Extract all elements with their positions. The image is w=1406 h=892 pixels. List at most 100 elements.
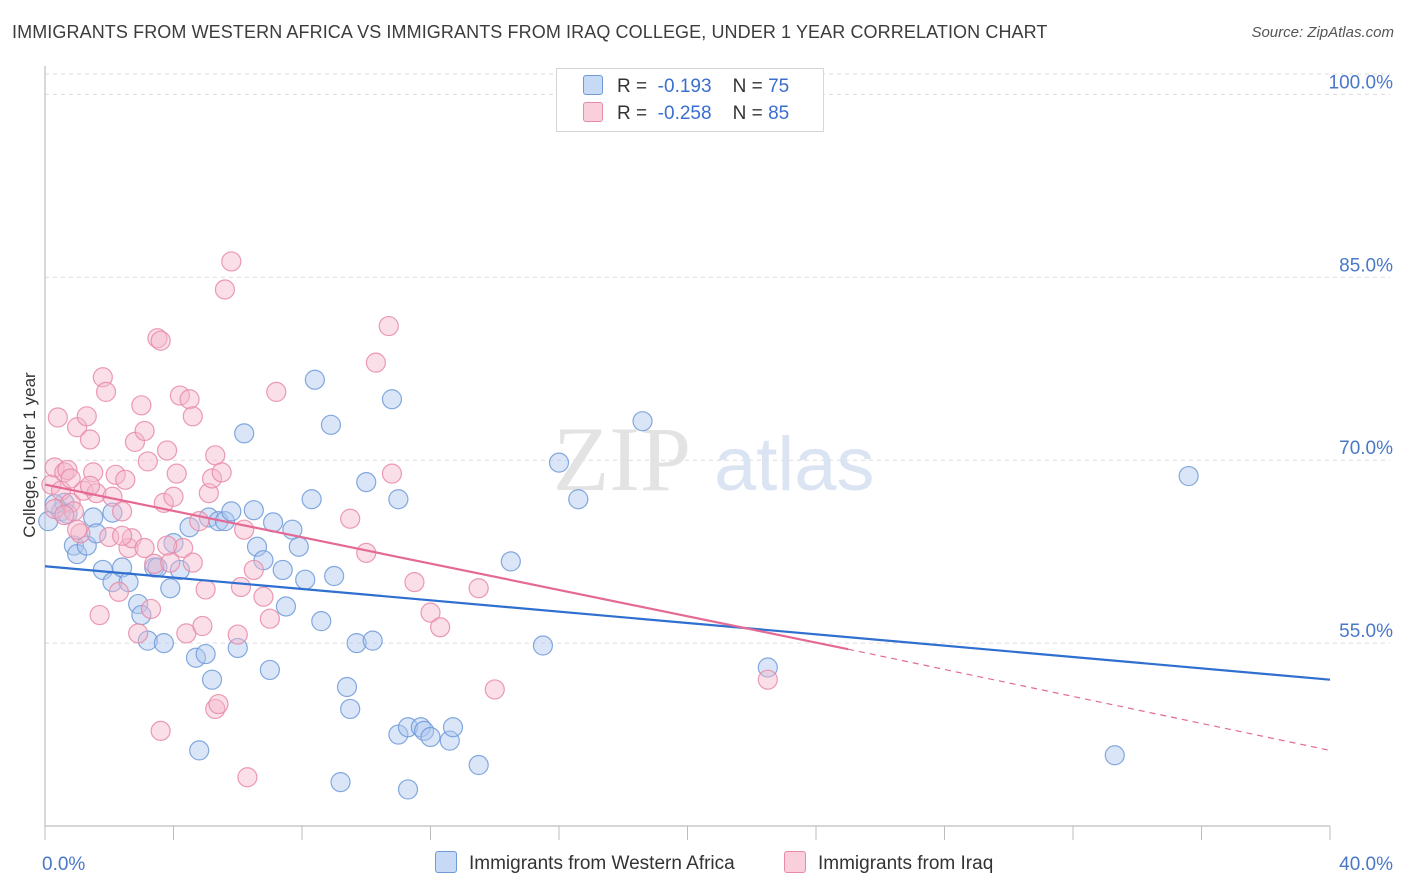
grid-lines	[45, 73, 1390, 644]
point-iraq	[105, 464, 126, 485]
point-western-africa	[1178, 465, 1199, 487]
point-western-africa	[324, 565, 345, 587]
point-iraq	[137, 451, 158, 472]
legend-swatch-pink	[583, 102, 603, 122]
bottom-legend-swatch-blue	[435, 851, 457, 873]
point-iraq	[41, 474, 62, 495]
point-western-africa	[413, 720, 435, 741]
point-iraq	[182, 552, 203, 573]
point-western-africa	[246, 536, 268, 557]
point-western-africa	[160, 578, 181, 599]
y-tick-label: 100.0%	[1329, 72, 1394, 93]
point-iraq	[54, 504, 75, 526]
point-western-africa	[83, 507, 104, 528]
point-western-africa	[189, 740, 210, 761]
legend-swatch-blue	[583, 75, 603, 95]
x-tick-label: 0.0%	[42, 854, 85, 875]
axes	[44, 66, 1331, 840]
point-iraq	[150, 330, 171, 351]
point-western-africa	[288, 536, 309, 557]
legend-r-label: R =	[617, 76, 648, 97]
point-iraq	[128, 623, 149, 644]
point-iraq	[378, 315, 399, 337]
point-western-africa	[243, 500, 264, 521]
point-iraq	[243, 559, 264, 581]
point-iraq	[420, 602, 441, 623]
point-iraq	[47, 407, 68, 428]
chart-title: IMMIGRANTS FROM WESTERN AFRICA VS IMMIGR…	[12, 22, 1048, 42]
point-iraq	[221, 251, 242, 272]
point-iraq	[54, 462, 75, 483]
point-western-africa	[234, 423, 255, 444]
point-western-africa	[221, 501, 242, 522]
point-iraq	[134, 420, 155, 442]
point-iraq	[70, 523, 91, 544]
source-label: Source: ZipAtlas.com	[1251, 24, 1394, 41]
point-iraq	[111, 501, 133, 522]
point-iraq	[381, 463, 403, 484]
point-iraq	[166, 463, 187, 484]
tick-labels: 55.0% 70.0% 85.0% 100.0% 0.0% 40.0%	[42, 72, 1393, 875]
point-iraq	[192, 615, 213, 637]
point-iraq	[484, 679, 505, 700]
trend-line-iraq-extension	[848, 648, 1331, 751]
legend-r-value: -0.193	[657, 76, 712, 97]
point-iraq	[340, 508, 361, 529]
point-western-africa	[442, 717, 464, 738]
point-western-africa	[128, 593, 149, 615]
point-iraq	[89, 604, 110, 626]
point-iraq	[227, 624, 248, 645]
legend-n-value: 85	[768, 103, 790, 124]
point-western-africa	[201, 669, 223, 690]
legend-r-value: -0.258	[657, 103, 712, 124]
point-iraq	[266, 381, 287, 403]
point-western-africa	[439, 730, 460, 751]
point-western-africa	[86, 523, 107, 544]
point-iraq	[237, 767, 258, 788]
point-iraq	[757, 669, 778, 690]
watermark-zip: ZIP	[553, 408, 691, 510]
bottom-legend-swatch-pink	[784, 851, 806, 873]
point-western-africa	[548, 452, 570, 473]
point-western-africa	[1104, 745, 1125, 766]
point-western-africa	[295, 569, 316, 590]
y-axis-label: College, Under 1 year	[20, 372, 39, 538]
point-iraq	[131, 395, 152, 416]
point-western-africa	[320, 414, 342, 435]
y-tick-label: 85.0%	[1339, 255, 1393, 276]
bottom-legend-western-africa: Immigrants from Western Africa	[435, 851, 735, 877]
point-iraq	[150, 720, 171, 741]
point-western-africa	[259, 659, 280, 681]
point-iraq	[365, 352, 386, 373]
legend-row-iraq: R = -0.258 N = 85	[583, 102, 789, 126]
point-iraq	[108, 581, 129, 602]
bottom-legend-label-western-africa: Immigrants from Western Africa	[469, 853, 735, 874]
point-western-africa	[388, 489, 409, 510]
point-western-africa	[362, 630, 383, 651]
point-iraq	[163, 486, 184, 507]
point-iraq	[214, 279, 235, 300]
point-iraq	[76, 406, 97, 427]
point-iraq	[111, 525, 133, 546]
point-iraq	[259, 608, 280, 629]
point-western-africa	[330, 772, 351, 793]
point-iraq	[208, 693, 229, 715]
point-iraq	[230, 576, 252, 598]
legend-n-label: N =	[732, 103, 763, 124]
point-western-africa	[336, 676, 358, 698]
legend-n-value: 75	[768, 76, 790, 97]
point-iraq	[182, 406, 203, 427]
point-iraq	[156, 440, 178, 461]
point-western-africa	[757, 657, 778, 678]
trend-lines	[44, 483, 1331, 751]
point-western-africa	[272, 559, 293, 581]
point-iraq	[253, 586, 274, 607]
watermark-atlas: atlas	[714, 422, 875, 507]
legend-n-label: N =	[732, 76, 763, 97]
point-iraq	[44, 457, 65, 478]
point-iraq	[95, 381, 117, 403]
point-iraq	[134, 537, 155, 559]
point-iraq	[79, 475, 101, 496]
data-points	[38, 251, 1199, 800]
point-iraq	[211, 462, 232, 483]
